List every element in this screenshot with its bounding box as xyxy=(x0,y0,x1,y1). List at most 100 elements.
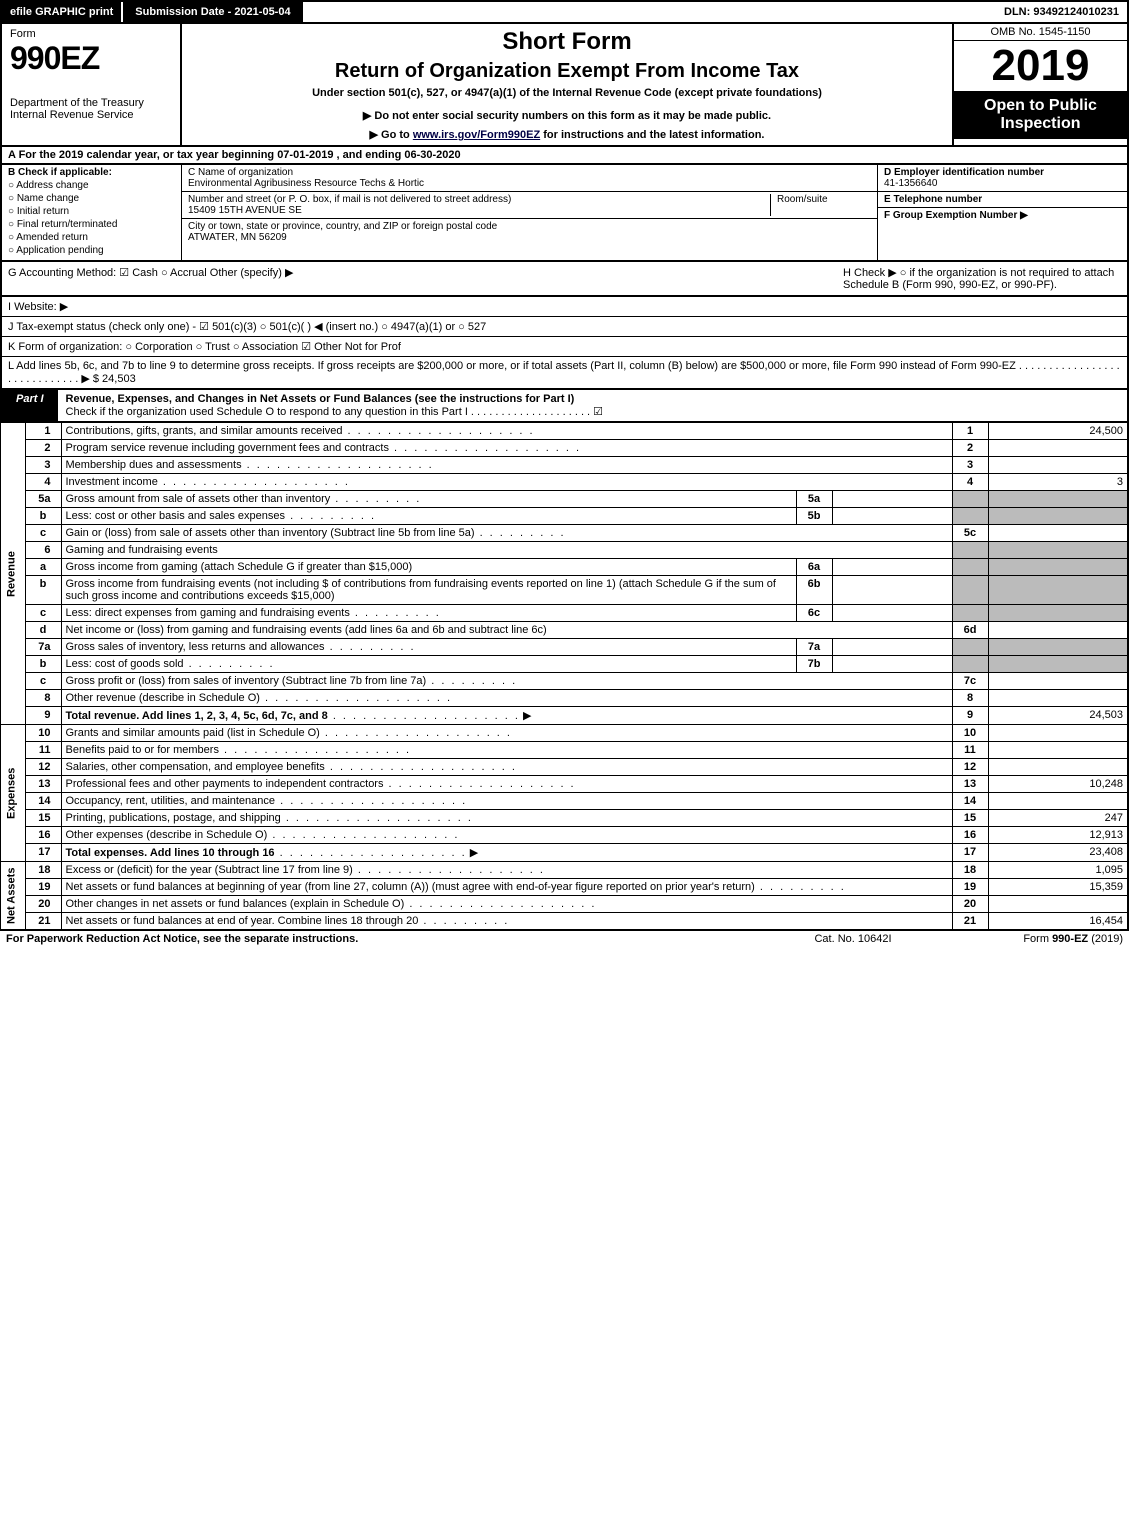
efile-print-button[interactable]: efile GRAPHIC print xyxy=(2,2,123,22)
form-header: Form 990EZ Department of the Treasury In… xyxy=(0,24,1129,147)
side-net-assets: Net Assets xyxy=(1,862,25,930)
table-row: bLess: cost of goods sold7b xyxy=(1,656,1128,673)
right-val: 24,500 xyxy=(988,423,1128,440)
table-row: cGross profit or (loss) from sales of in… xyxy=(1,673,1128,690)
org-name: Environmental Agribusiness Resource Tech… xyxy=(188,178,424,189)
group-exemption-block: F Group Exemption Number ▶ xyxy=(878,208,1127,223)
org-name-block: C Name of organization Environmental Agr… xyxy=(182,165,877,192)
checkbox-address-change[interactable]: Address change xyxy=(8,180,175,191)
line-h: H Check ▶ ○ if the organization is not r… xyxy=(837,262,1127,295)
table-row: Expenses 10Grants and similar amounts pa… xyxy=(1,725,1128,742)
open-inspection: Open to Public Inspection xyxy=(954,91,1127,139)
goto-text: ▶ Go to xyxy=(370,129,413,141)
table-row: cGain or (loss) from sale of assets othe… xyxy=(1,525,1128,542)
side-expenses: Expenses xyxy=(1,725,25,862)
table-row: 17Total expenses. Add lines 10 through 1… xyxy=(1,844,1128,862)
table-row: dNet income or (loss) from gaming and fu… xyxy=(1,622,1128,639)
line-num: 1 xyxy=(25,423,61,440)
footer-mid: Cat. No. 10642I xyxy=(763,933,943,945)
table-row: cLess: direct expenses from gaming and f… xyxy=(1,605,1128,622)
line-l: L Add lines 5b, 6c, and 7b to line 9 to … xyxy=(0,357,1129,390)
ein-label: D Employer identification number xyxy=(884,167,1044,178)
telephone-block: E Telephone number xyxy=(878,192,1127,208)
table-row: 19Net assets or fund balances at beginni… xyxy=(1,879,1128,896)
city-label: City or town, state or province, country… xyxy=(188,221,871,232)
table-row: 5aGross amount from sale of assets other… xyxy=(1,491,1128,508)
footer-right: Form 990-EZ (2019) xyxy=(943,933,1123,945)
col-c: C Name of organization Environmental Agr… xyxy=(182,165,877,260)
line-i: I Website: ▶ xyxy=(0,297,1129,317)
dln-label: DLN: 93492124010231 xyxy=(996,2,1127,22)
table-row: 15Printing, publications, postage, and s… xyxy=(1,810,1128,827)
table-row: 11Benefits paid to or for members11 xyxy=(1,742,1128,759)
line-g: G Accounting Method: ☑ Cash ○ Accrual Ot… xyxy=(2,262,837,295)
table-row: 3Membership dues and assessments3 xyxy=(1,457,1128,474)
table-row: 14Occupancy, rent, utilities, and mainte… xyxy=(1,793,1128,810)
col-b: B Check if applicable: Address change Na… xyxy=(2,165,182,260)
form-label: Form xyxy=(10,28,172,40)
header-mid: Short Form Return of Organization Exempt… xyxy=(182,24,952,145)
table-row: 8Other revenue (describe in Schedule O)8 xyxy=(1,690,1128,707)
table-row: 4Investment income43 xyxy=(1,474,1128,491)
table-row: 16Other expenses (describe in Schedule O… xyxy=(1,827,1128,844)
part-check: Check if the organization used Schedule … xyxy=(66,406,604,418)
city-value: ATWATER, MN 56209 xyxy=(188,232,287,243)
short-form-title: Short Form xyxy=(186,28,948,56)
top-bar: efile GRAPHIC print Submission Date - 20… xyxy=(0,0,1129,24)
table-row: 12Salaries, other compensation, and empl… xyxy=(1,759,1128,776)
dept-label: Department of the Treasury Internal Reve… xyxy=(10,97,172,121)
telephone-label: E Telephone number xyxy=(884,194,982,205)
table-row: bLess: cost or other basis and sales exp… xyxy=(1,508,1128,525)
irs-link[interactable]: www.irs.gov/Form990EZ xyxy=(413,129,540,141)
under-section: Under section 501(c), 527, or 4947(a)(1)… xyxy=(186,87,948,99)
line-j: J Tax-exempt status (check only one) - ☑… xyxy=(0,317,1129,337)
table-row: Revenue 1 Contributions, gifts, grants, … xyxy=(1,423,1128,440)
header-right: OMB No. 1545-1150 2019 Open to Public In… xyxy=(952,24,1127,145)
header-left: Form 990EZ Department of the Treasury In… xyxy=(2,24,182,145)
do-not-note: ▶ Do not enter social security numbers o… xyxy=(186,109,948,122)
goto-link[interactable]: ▶ Go to www.irs.gov/Form990EZ for instru… xyxy=(186,128,948,141)
col-d: D Employer identification number 41-1356… xyxy=(877,165,1127,260)
checkbox-amended-return[interactable]: Amended return xyxy=(8,232,175,243)
tax-year: 2019 xyxy=(954,41,1127,91)
line-a: A For the 2019 calendar year, or tax yea… xyxy=(0,147,1129,165)
city-block: City or town, state or province, country… xyxy=(182,219,877,245)
org-name-label: C Name of organization xyxy=(188,167,871,178)
form-number: 990EZ xyxy=(10,40,172,77)
group-exemption-label: F Group Exemption Number ▶ xyxy=(884,210,1028,221)
page-footer: For Paperwork Reduction Act Notice, see … xyxy=(0,930,1129,947)
line-k: K Form of organization: ○ Corporation ○ … xyxy=(0,337,1129,357)
checkbox-name-change[interactable]: Name change xyxy=(8,193,175,204)
checkbox-initial-return[interactable]: Initial return xyxy=(8,206,175,217)
table-row: 21Net assets or fund balances at end of … xyxy=(1,913,1128,930)
submission-date: Submission Date - 2021-05-04 xyxy=(123,2,302,22)
checkbox-application-pending[interactable]: Application pending xyxy=(8,245,175,256)
address-value: 15409 15TH AVENUE SE xyxy=(188,205,302,216)
table-row: 13Professional fees and other payments t… xyxy=(1,776,1128,793)
part-1-header: Part I Revenue, Expenses, and Changes in… xyxy=(0,390,1129,422)
part-title-text: Revenue, Expenses, and Changes in Net As… xyxy=(66,393,575,405)
footer-left: For Paperwork Reduction Act Notice, see … xyxy=(6,933,763,945)
part-tag: Part I xyxy=(2,390,58,421)
table-row: 9Total revenue. Add lines 1, 2, 3, 4, 5c… xyxy=(1,707,1128,725)
table-row: 20Other changes in net assets or fund ba… xyxy=(1,896,1128,913)
table-row: Net Assets 18Excess or (deficit) for the… xyxy=(1,862,1128,879)
col-b-header: B Check if applicable: xyxy=(8,167,175,178)
info-block: B Check if applicable: Address change Na… xyxy=(0,165,1129,262)
side-revenue: Revenue xyxy=(1,423,25,725)
financial-table: Revenue 1 Contributions, gifts, grants, … xyxy=(0,422,1129,930)
ein-block: D Employer identification number 41-1356… xyxy=(878,165,1127,192)
table-row: 2Program service revenue including gover… xyxy=(1,440,1128,457)
checkbox-final-return[interactable]: Final return/terminated xyxy=(8,219,175,230)
table-row: bGross income from fundraising events (n… xyxy=(1,576,1128,605)
line-g-h: G Accounting Method: ☑ Cash ○ Accrual Ot… xyxy=(0,262,1129,297)
right-num: 1 xyxy=(952,423,988,440)
table-row: 6Gaming and fundraising events xyxy=(1,542,1128,559)
return-title: Return of Organization Exempt From Incom… xyxy=(186,60,948,83)
room-label: Room/suite xyxy=(777,194,828,205)
table-row: 7aGross sales of inventory, less returns… xyxy=(1,639,1128,656)
table-row: aGross income from gaming (attach Schedu… xyxy=(1,559,1128,576)
omb-number: OMB No. 1545-1150 xyxy=(954,24,1127,41)
address-block: Number and street (or P. O. box, if mail… xyxy=(182,192,877,219)
part-title: Revenue, Expenses, and Changes in Net As… xyxy=(58,390,1127,421)
